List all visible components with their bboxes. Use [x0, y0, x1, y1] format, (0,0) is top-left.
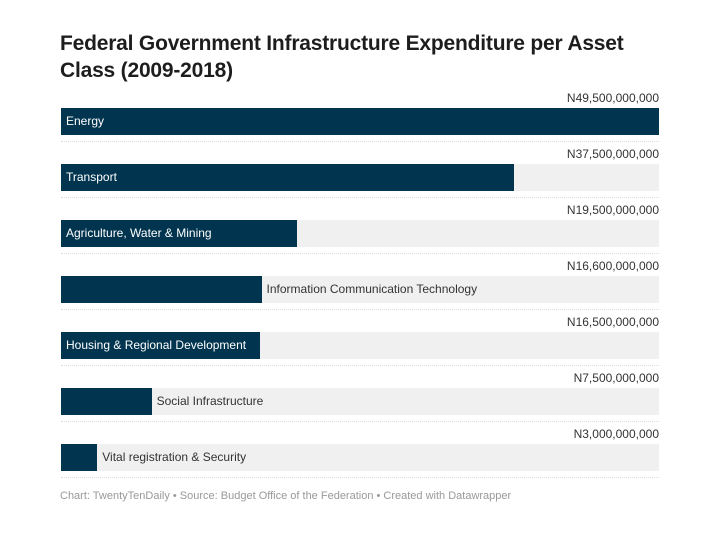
bar-track: Vital registration & Security [61, 444, 659, 471]
bar-chart: N49,500,000,000 Energy N37,500,000,000 Tran… [61, 88, 659, 480]
bar-track: Energy [61, 108, 659, 135]
bar-row: N16,600,000,000 Information Communication… [61, 256, 659, 312]
value-label: N37,500,000,000 [566, 147, 659, 161]
category-label: Agriculture, Water & Mining [66, 226, 212, 240]
chart-footer: Chart: TwentyTenDaily • Source: Budget O… [60, 490, 512, 502]
row-separator [61, 141, 659, 142]
row-separator [61, 421, 659, 422]
category-label: Transport [66, 170, 117, 184]
category-label: Housing & Regional Development [66, 338, 247, 352]
category-label: Energy [66, 114, 105, 128]
bar [61, 164, 515, 191]
bar-row: N49,500,000,000 Energy [61, 88, 659, 144]
value-label: N7,500,000,000 [573, 371, 659, 385]
bar [61, 388, 152, 415]
value-label: N49,500,000,000 [566, 91, 659, 105]
category-label: Social Infrastructure [156, 394, 264, 408]
value-label: N16,500,000,000 [566, 315, 659, 329]
bar-track: Agriculture, Water & Mining [61, 220, 659, 247]
category-label: Vital registration & Security [102, 450, 247, 464]
bar-row: N19,500,000,000 Agriculture, Water & Mini… [61, 200, 659, 256]
row-separator [61, 477, 659, 478]
bar [61, 444, 98, 471]
bar [61, 276, 262, 303]
row-separator [61, 197, 659, 198]
value-label: N19,500,000,000 [566, 203, 659, 217]
bar [61, 108, 659, 135]
value-label: N16,600,000,000 [566, 259, 659, 273]
bar-row: N16,500,000,000 Housing & Regional Develo… [61, 312, 659, 368]
bar-row: N3,000,000,000 Vital registration & Secur… [61, 424, 659, 480]
category-label: Information Communication Technology [266, 282, 478, 296]
bar-track: Information Communication Technology [61, 276, 659, 303]
chart-title: Federal Government Infrastructure Expend… [60, 32, 624, 82]
value-label: N3,000,000,000 [573, 427, 659, 441]
bar [61, 332, 261, 359]
bar-row: N37,500,000,000 Transport [61, 144, 659, 200]
bar-row: N7,500,000,000 Social Infrastructure [61, 368, 659, 424]
row-separator [61, 365, 659, 366]
bar-track: Transport [61, 164, 659, 191]
bar-track: Housing & Regional Development [61, 332, 659, 359]
bar [61, 220, 297, 247]
row-separator [61, 309, 659, 310]
row-separator [61, 253, 659, 254]
bar-track: Social Infrastructure [61, 388, 659, 415]
